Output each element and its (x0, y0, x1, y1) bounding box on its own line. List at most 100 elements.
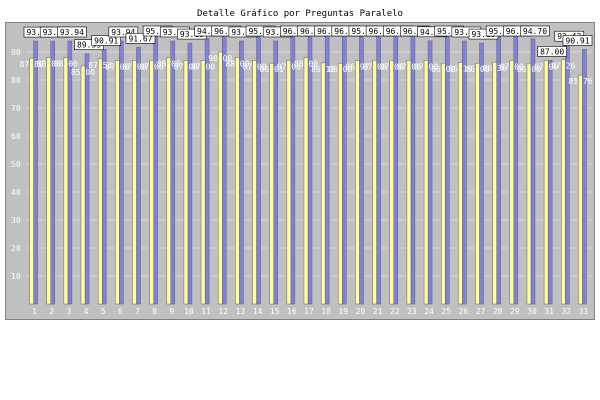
x-tick-label: 30 (527, 307, 537, 316)
bar (458, 62, 463, 305)
data-label-box (91, 35, 121, 46)
bar (320, 62, 326, 305)
data-label: 86.19 (448, 65, 472, 74)
bar (170, 40, 176, 305)
bar (578, 74, 583, 305)
data-label: 96.21 (506, 27, 530, 36)
y-tick-label: 60 (11, 132, 21, 141)
data-label: 87.00 (105, 62, 129, 71)
data-label: 93.94 (111, 28, 135, 37)
bar (338, 62, 343, 305)
data-label: 94.00 (420, 28, 444, 37)
bar (63, 57, 69, 305)
x-tick-label: 3 (66, 307, 71, 316)
data-label-box (537, 46, 567, 57)
x-tick-label: 5 (101, 307, 106, 316)
bar (406, 60, 412, 305)
bar (29, 57, 34, 305)
x-tick-label: 15 (270, 307, 280, 316)
x-tick-label: 32 (561, 307, 571, 316)
bar (50, 40, 55, 305)
x-tick-label: 8 (152, 307, 157, 316)
bar (136, 47, 141, 305)
data-label: 95.45 (437, 27, 461, 36)
x-tick-label: 18 (321, 307, 331, 316)
data-label: 81.76 (568, 77, 592, 86)
data-label-box (108, 26, 139, 38)
x-tick-label: 20 (356, 307, 366, 316)
data-label-box (562, 35, 593, 46)
data-label: 89.39 (77, 41, 101, 50)
data-label: 86.36 (483, 64, 507, 73)
data-label: 96.97 (300, 27, 324, 36)
data-label: 87.00 (414, 62, 438, 71)
data-label: 88.00 (225, 60, 249, 69)
bar (290, 32, 296, 305)
bar (273, 40, 278, 305)
bar (119, 40, 124, 305)
x-tick-label: 10 (184, 307, 194, 316)
bar (393, 34, 399, 305)
data-label-box (520, 25, 550, 37)
bar (217, 51, 223, 305)
bar (526, 62, 532, 305)
y-tick-label: 30 (11, 216, 21, 225)
x-tick-label: 13 (236, 307, 246, 316)
x-tick-label: 16 (287, 307, 297, 316)
y-tick-label: 90 (11, 48, 21, 57)
bar (479, 42, 484, 305)
bar (492, 61, 497, 305)
x-tick-label: 26 (459, 307, 469, 316)
x-tick-label: 12 (218, 307, 228, 316)
data-label: 86.00 (431, 65, 455, 74)
x-tick-label: 9 (169, 307, 174, 316)
data-label: 90.91 (94, 36, 118, 45)
x-tick-label: 25 (441, 307, 451, 316)
x-tick-label: 33 (579, 307, 589, 316)
x-tick-label: 27 (476, 307, 486, 316)
bar (204, 38, 210, 305)
bar (547, 60, 553, 305)
bar (509, 60, 515, 305)
bar (530, 38, 536, 305)
bar (33, 40, 38, 305)
bar (132, 60, 137, 305)
bar (410, 32, 416, 305)
bar (543, 60, 549, 305)
data-label: 93.18 (180, 30, 204, 39)
x-tick-label: 22 (390, 307, 400, 316)
data-label-box (125, 33, 156, 44)
bar (101, 49, 107, 305)
data-label: 87.00 (277, 62, 301, 71)
data-label: 87.00 (397, 62, 421, 71)
x-tick-label: 1 (32, 307, 37, 316)
data-label: 96.97 (403, 27, 427, 36)
data-label: 94.70 (197, 27, 221, 36)
data-label: 90.91 (565, 36, 589, 45)
bar (359, 36, 364, 305)
bar (166, 57, 172, 305)
bar (372, 60, 377, 305)
bar (376, 32, 381, 305)
bar (46, 57, 51, 305)
bar (221, 34, 227, 305)
data-label: 86.00 (465, 65, 489, 74)
y-tick-label: 40 (11, 188, 21, 197)
data-label: 87.00 (140, 62, 164, 71)
data-label: 96.97 (334, 27, 358, 36)
data-label: 87.00 (500, 62, 524, 71)
chart-title: Detalle Gráfico por Preguntas Paralelo (197, 9, 403, 19)
y-tick-label: 70 (11, 104, 21, 113)
bar (427, 40, 433, 305)
bar (303, 57, 309, 305)
y-tick-label: 80 (11, 76, 21, 85)
data-label: 93.94 (60, 28, 84, 37)
data-label: 86.00 (328, 65, 352, 74)
data-label: 93.94 (163, 28, 187, 37)
bar (80, 65, 86, 305)
data-label: 86.01 (260, 65, 284, 74)
bar (389, 60, 395, 305)
data-label: 95.45 (489, 27, 513, 36)
data-label: 87.26 (551, 62, 575, 71)
bar (561, 59, 566, 305)
